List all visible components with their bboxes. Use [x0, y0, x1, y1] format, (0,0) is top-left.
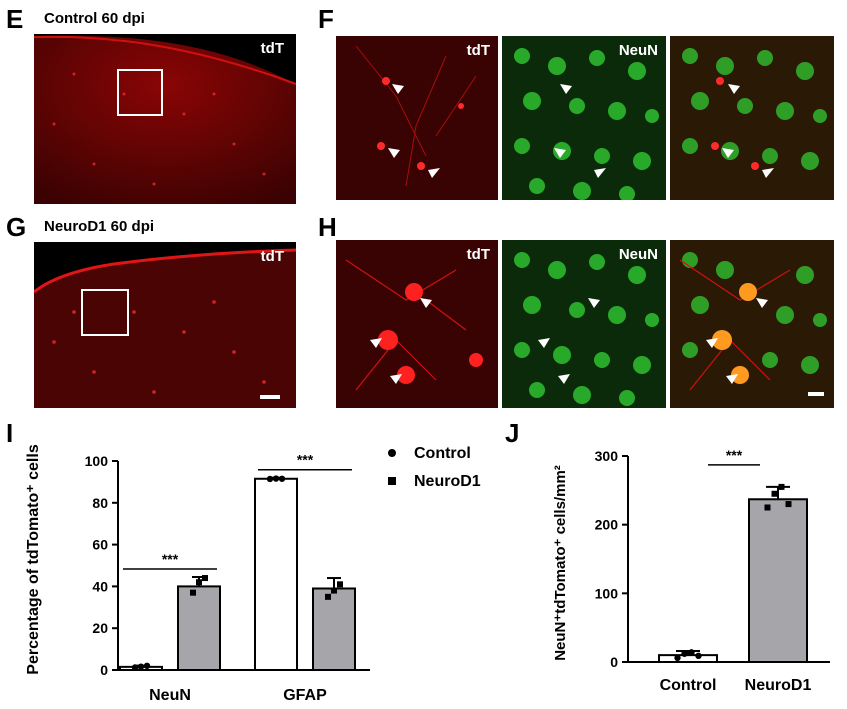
bar: [312, 587, 356, 671]
legend-label: Control: [414, 445, 471, 462]
bar: [748, 498, 808, 664]
neurod1-merge-micrograph: [670, 240, 834, 408]
x-tick-label: NeuN: [149, 687, 191, 704]
panel-label-g: G: [6, 212, 27, 242]
significance-label: ***: [162, 551, 179, 567]
chart-j: 0 100 200 300 NeuN⁺tdTomato⁺ cells/mm² Contro…: [552, 447, 830, 694]
control-merge-micrograph: [670, 36, 834, 200]
bar: [658, 654, 718, 664]
control-tdt-micrograph: tdT: [336, 36, 498, 200]
tdt-channel-label: tdT: [260, 40, 284, 57]
data-point: [272, 475, 280, 482]
data-point: [764, 504, 771, 511]
control-neun-micrograph: NeuN: [502, 36, 666, 200]
data-point: [681, 650, 688, 657]
panel-label-e: E: [6, 4, 24, 34]
x-tick-label: GFAP: [283, 687, 327, 704]
y-tick-label: 40: [92, 578, 108, 594]
y-tick-label: 60: [92, 537, 108, 553]
y-tick-label: 0: [100, 662, 108, 678]
y-tick-label: 300: [595, 448, 619, 464]
legend-marker: [388, 449, 396, 457]
panel-label-i: I: [6, 418, 14, 448]
y-tick-label: 20: [92, 620, 108, 636]
bar: [254, 477, 298, 672]
x-tick-label: NeuroD1: [745, 677, 812, 694]
legend-marker: [388, 477, 396, 485]
neurod1-neun-micrograph: NeuN: [502, 240, 666, 408]
data-point: [266, 475, 274, 483]
data-point: [202, 575, 208, 582]
panel-g-title: NeuroD1 60 dpi: [44, 218, 155, 235]
control-cortex-micrograph: tdT: [34, 34, 296, 204]
bar: [177, 585, 221, 672]
y-tick-label: 100: [595, 585, 619, 601]
data-point: [695, 652, 702, 660]
neun-channel-label: NeuN: [618, 42, 658, 59]
tdt-channel-label: tdT: [466, 42, 490, 59]
y-axis-title: NeuN⁺tdTomato⁺ cells/mm²: [552, 465, 569, 661]
y-axis-title: Percentage of tdTomato⁺ cells: [25, 444, 42, 675]
data-point: [778, 483, 785, 490]
scale-bar: [808, 392, 824, 396]
data-point: [190, 589, 196, 596]
data-point: [337, 581, 343, 588]
panel-label-h: H: [318, 212, 337, 242]
panel-label-f: F: [318, 4, 334, 34]
data-point: [674, 654, 681, 662]
chart-i: 0 20 40 60 80 100 Percentage of tdTomato⁺ cell…: [25, 444, 481, 704]
tdt-channel-label: tdT: [466, 246, 490, 263]
y-tick-label: 0: [610, 654, 618, 670]
neurod1-tdt-micrograph: tdT: [336, 240, 498, 408]
x-tick-label: Control: [660, 677, 717, 694]
zoom-box: [81, 289, 129, 336]
data-point: [688, 649, 695, 656]
data-point: [331, 587, 337, 594]
y-tick-label: 80: [92, 495, 108, 511]
panel-label-j: J: [505, 418, 520, 448]
significance-label: ***: [297, 452, 314, 468]
data-point: [785, 501, 792, 508]
data-point: [325, 593, 331, 600]
panel-e-title: Control 60 dpi: [44, 10, 145, 27]
data-point: [771, 490, 778, 497]
data-point: [143, 662, 151, 670]
data-point: [137, 663, 145, 670]
tdt-channel-label: tdT: [260, 248, 284, 265]
legend-label: NeuroD1: [414, 473, 481, 490]
y-tick-label: 100: [85, 453, 109, 469]
neun-channel-label: NeuN: [618, 246, 658, 263]
data-point: [278, 475, 286, 482]
neurod1-cortex-micrograph: tdT: [34, 242, 296, 408]
y-tick-label: 200: [595, 517, 619, 533]
significance-label: ***: [726, 447, 743, 463]
scale-bar: [260, 395, 280, 399]
zoom-box: [117, 69, 163, 116]
data-point: [196, 579, 202, 586]
data-point: [131, 664, 139, 671]
